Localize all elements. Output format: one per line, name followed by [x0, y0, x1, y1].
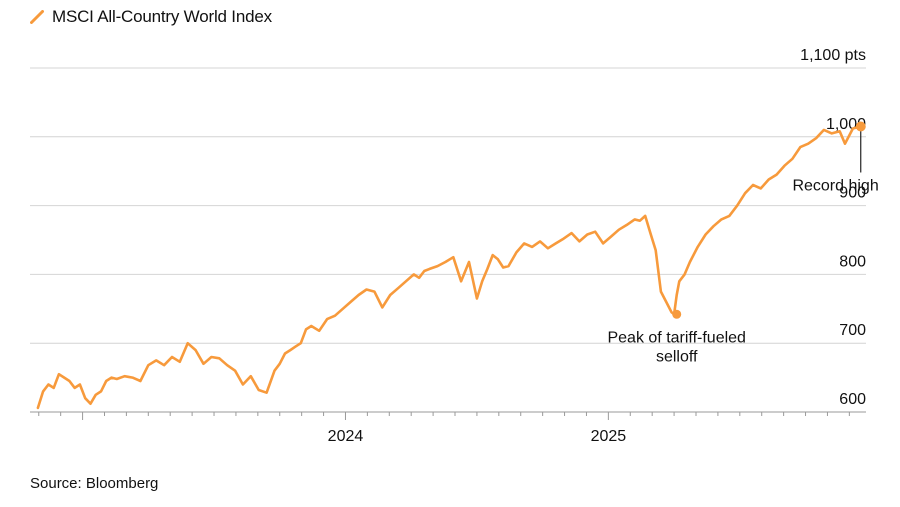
annotation-label-selloff: Peak of tariff-fueled	[607, 329, 745, 346]
series-line	[36, 125, 862, 410]
y-tick-label: 800	[839, 253, 866, 270]
legend-line-icon	[30, 10, 44, 24]
annotation-label-record: Record high	[792, 177, 878, 194]
x-tick-label: 2024	[328, 428, 364, 445]
x-tick-label: 2025	[591, 428, 627, 445]
chart-title: MSCI All-Country World Index	[52, 7, 272, 26]
y-tick-label: 600	[839, 391, 866, 408]
chart-legend: MSCI All-Country World Index	[30, 7, 272, 27]
y-tick-label: 1,100 pts	[800, 47, 866, 64]
y-tick-label: 700	[839, 322, 866, 339]
annotation-dot-selloff	[672, 309, 682, 319]
annotation-label-selloff: selloff	[656, 348, 698, 365]
y-tick-label: 900	[839, 185, 866, 202]
annotation-dot-record	[855, 121, 866, 132]
source-note: Source: Bloomberg	[30, 475, 159, 492]
